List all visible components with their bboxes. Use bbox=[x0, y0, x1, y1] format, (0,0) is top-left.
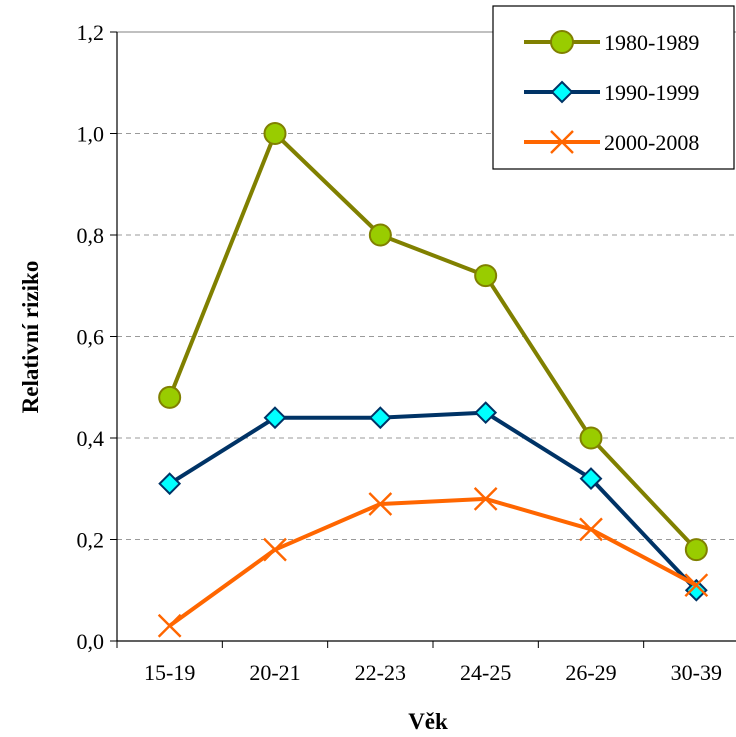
series-1990-1999 bbox=[158, 401, 708, 602]
legend-item: 1980-1989 bbox=[524, 30, 699, 55]
legend-swatch-marker bbox=[550, 130, 574, 154]
tick-labels: 0,0 0,2 0,4 0,6 0,8 1,0 1,2 15-19 20-21 22-23 24-2… bbox=[77, 20, 722, 685]
x-tick-label: 22-23 bbox=[355, 660, 406, 685]
data-point bbox=[368, 223, 392, 247]
data-point bbox=[684, 573, 709, 598]
x-tick-label: 20-21 bbox=[249, 660, 300, 685]
data-point bbox=[474, 401, 498, 425]
data-point bbox=[473, 487, 498, 511]
x-axis-title: Věk bbox=[408, 709, 448, 734]
data-point bbox=[474, 264, 498, 288]
legend-swatch-marker bbox=[550, 80, 574, 104]
data-point bbox=[579, 467, 603, 491]
legend-item: 2000-2008 bbox=[524, 130, 699, 155]
x-tick-label: 26-29 bbox=[565, 660, 616, 685]
y-tick-label: 1,0 bbox=[77, 122, 105, 147]
y-axis-title: Relativní riziko bbox=[18, 261, 43, 414]
data-point bbox=[263, 537, 287, 562]
data-point bbox=[368, 406, 392, 430]
data-point bbox=[263, 122, 287, 145]
legend-item: 1990-1999 bbox=[524, 80, 699, 105]
y-tick-label: 0,2 bbox=[77, 528, 105, 553]
y-tick-label: 0,6 bbox=[77, 325, 105, 350]
y-tick-label: 0,8 bbox=[77, 223, 105, 248]
series-line bbox=[168, 496, 698, 628]
data-point bbox=[684, 578, 708, 602]
x-tick-label: 30-39 bbox=[671, 660, 722, 685]
series-line bbox=[168, 410, 698, 592]
data-point bbox=[579, 517, 603, 542]
x-tick-label: 24-25 bbox=[460, 660, 511, 685]
data-point bbox=[684, 538, 708, 562]
legend: 1980-1989 1990-1999 2000-2008 bbox=[492, 5, 735, 170]
data-point bbox=[158, 472, 182, 496]
y-tick-label: 0,4 bbox=[77, 426, 105, 451]
legend-label: 1980-1989 bbox=[604, 30, 699, 55]
y-tick-label: 0,0 bbox=[77, 629, 105, 654]
data-point bbox=[368, 492, 393, 516]
data-point bbox=[263, 406, 287, 430]
data-point bbox=[579, 426, 603, 450]
x-tick-label: 15-19 bbox=[144, 660, 195, 685]
series-2000-2008 bbox=[157, 487, 709, 638]
legend-label: 2000-2008 bbox=[604, 130, 699, 155]
y-tick-label: 1,2 bbox=[77, 20, 105, 45]
legend-swatch-marker bbox=[550, 30, 574, 54]
series-line bbox=[167, 131, 698, 552]
data-point bbox=[158, 385, 182, 409]
series-lines bbox=[157, 122, 709, 638]
series-1980-1989 bbox=[158, 122, 708, 562]
legend-label: 1990-1999 bbox=[604, 80, 699, 105]
data-point bbox=[157, 613, 182, 638]
